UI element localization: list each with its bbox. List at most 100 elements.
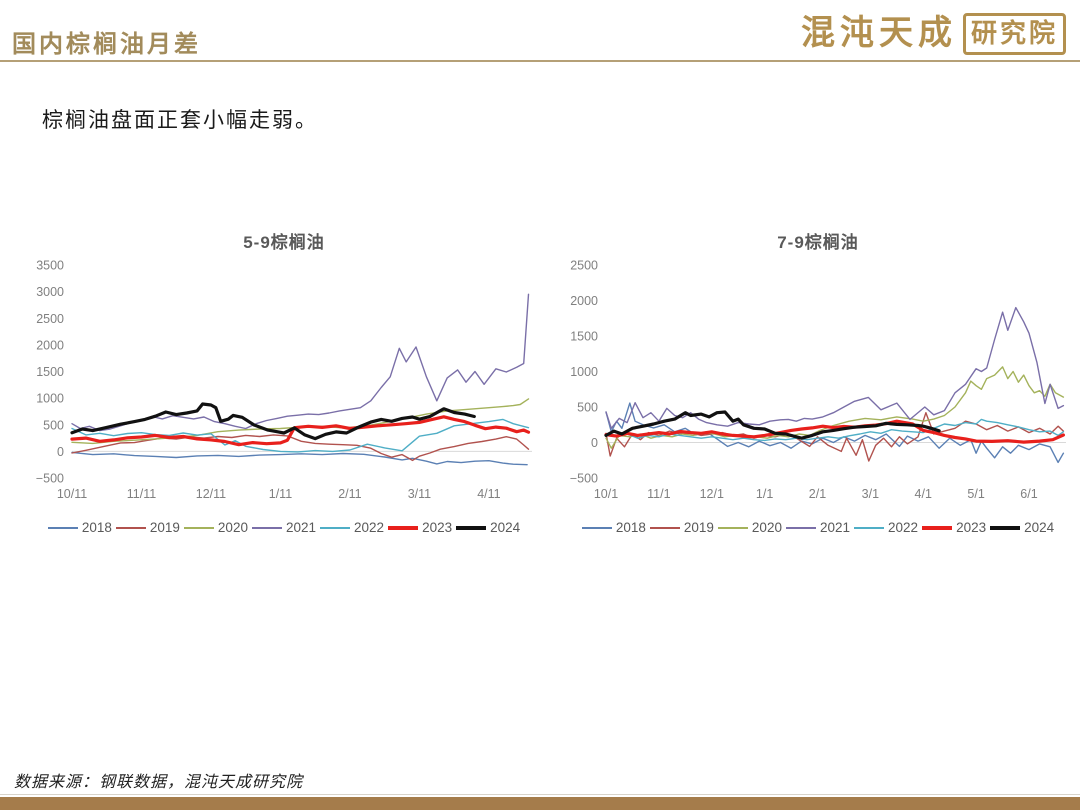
x-axis-tick-label: 4/1	[915, 487, 932, 501]
summary-text: 棕榈油盘面正套小幅走弱。	[42, 108, 318, 132]
legend-item-2023: 2023	[388, 520, 452, 535]
y-axis-tick-label: 500	[577, 401, 598, 415]
legend-line-swatch-2019	[649, 526, 680, 529]
series-line-2023	[70, 415, 531, 447]
logo-brand-text: 混沌天成	[800, 15, 957, 52]
legend-line-swatch-2020	[717, 526, 748, 529]
legend-line-swatch-2024	[990, 525, 1021, 530]
x-axis-tick-label: 12/11	[196, 487, 226, 501]
legend-item-2020: 2020	[717, 520, 782, 535]
page-title: 国内棕榈油月差	[12, 32, 201, 58]
legend-item-2022: 2022	[320, 520, 384, 535]
y-axis-tick-label: −500	[36, 472, 64, 486]
series-line-2024	[70, 402, 476, 441]
data-source-note: 数据来源：钢联数据，混沌天成研究院	[14, 774, 304, 791]
x-axis-tick-label: 1/11	[269, 487, 292, 501]
legend-item-2021: 2021	[785, 520, 851, 535]
footer-divider	[0, 794, 1080, 795]
x-axis-tick-label: 2/1	[809, 487, 826, 501]
footer-gold-bar	[0, 797, 1080, 810]
x-axis-tick-label: 10/11	[57, 487, 87, 501]
y-axis-tick-label: 2500	[36, 312, 64, 326]
x-axis-tick-label: 11/1	[647, 487, 670, 501]
legend-line-swatch-2023	[388, 525, 419, 530]
legend-label-2023: 2023	[422, 520, 453, 535]
series-line-2022	[605, 418, 1065, 442]
legend-label-2020: 2020	[217, 520, 248, 535]
series-line-2022	[71, 418, 530, 453]
legend-label-2018: 2018	[81, 520, 112, 535]
series-line-2018	[71, 451, 528, 466]
x-axis-tick-label: 2/11	[338, 487, 361, 501]
y-axis-tick-label: 2000	[570, 294, 598, 308]
chart-legend: 2018 2019 2020 2021 2022 2023 2024	[28, 520, 540, 535]
x-axis-tick-label: 10/1	[594, 487, 618, 501]
legend-item-2024: 2024	[990, 520, 1054, 535]
legend-item-2019: 2019	[115, 520, 180, 535]
series-line-2024	[604, 410, 941, 440]
chart-7-9-palm-oil: 7-9棕榈油 2500 2000 1500 1000 500 0 −500 10/1 11/1 1…	[562, 230, 1074, 535]
legend-item-2024: 2024	[456, 520, 520, 535]
legend-label-2021: 2021	[285, 520, 317, 535]
y-axis-tick-label: 2000	[36, 338, 64, 352]
legend-line-swatch-2023	[922, 525, 953, 530]
y-axis-tick-label: 1500	[36, 365, 64, 379]
series-line-2019	[605, 411, 1065, 462]
legend-label-2022: 2022	[888, 520, 919, 535]
legend-line-swatch-2021	[251, 526, 282, 529]
x-axis-tick-label: 4/11	[477, 487, 500, 501]
x-axis-tick-label: 3/11	[408, 487, 431, 501]
y-axis-tick-label: 2500	[570, 259, 598, 273]
y-axis-tick-label: 3000	[36, 285, 64, 299]
x-axis-tick-label: 5/1	[967, 487, 984, 501]
legend-line-swatch-2022	[320, 526, 351, 529]
legend-item-2019: 2019	[649, 520, 714, 535]
x-axis-tick-label: 12/1	[700, 487, 724, 501]
legend-label-2023: 2023	[956, 520, 987, 535]
y-axis-tick-label: 0	[57, 445, 64, 459]
chart-5-9-palm-oil: 5-9棕榈油 3500 3000 2500 2000 1500 1000 500 0 −500 1…	[28, 230, 540, 535]
x-axis-tick-label: 1/1	[756, 487, 773, 501]
y-axis-tick-label: 500	[43, 418, 64, 432]
company-logo: 混沌天成 研究院	[801, 12, 1066, 56]
legend-line-swatch-2019	[115, 526, 146, 529]
legend-label-2022: 2022	[354, 520, 385, 535]
x-axis-tick-label: 11/11	[127, 487, 156, 501]
header-underline	[0, 60, 1080, 62]
series-line-2021	[605, 306, 1065, 430]
legend-line-swatch-2018	[47, 526, 78, 529]
series-line-2018	[605, 402, 1065, 464]
chart-title: 5-9棕榈油	[243, 233, 325, 252]
legend-line-swatch-2024	[456, 525, 487, 530]
legend-label-2024: 2024	[490, 520, 521, 535]
y-axis-tick-label: 1000	[570, 365, 598, 379]
legend-item-2023: 2023	[922, 520, 986, 535]
y-axis-tick-label: 0	[591, 436, 598, 450]
legend-label-2021: 2021	[819, 520, 851, 535]
legend-line-swatch-2022	[854, 526, 885, 529]
chart-legend: 2018 2019 2020 2021 2022 2023 2024	[562, 520, 1074, 535]
legend-line-swatch-2020	[183, 526, 214, 529]
legend-label-2018: 2018	[615, 520, 646, 535]
legend-item-2018: 2018	[47, 520, 112, 535]
y-axis-tick-label: 3500	[36, 259, 64, 273]
legend-label-2024: 2024	[1024, 520, 1055, 535]
y-axis-tick-label: −500	[570, 472, 598, 486]
legend-line-swatch-2018	[581, 526, 612, 529]
series-line-2019	[71, 434, 530, 462]
legend-label-2019: 2019	[149, 520, 180, 535]
legend-line-swatch-2021	[785, 526, 816, 529]
x-axis-tick-label: 6/1	[1020, 487, 1037, 501]
legend-label-2020: 2020	[751, 520, 782, 535]
legend-item-2021: 2021	[251, 520, 317, 535]
logo-seal-box: 研究院	[962, 13, 1066, 55]
legend-item-2018: 2018	[581, 520, 646, 535]
x-axis-tick-label: 3/1	[862, 487, 879, 501]
chart-title: 7-9棕榈油	[777, 233, 859, 252]
series-line-2023	[604, 419, 1065, 444]
legend-item-2020: 2020	[183, 520, 248, 535]
series-line-2020	[605, 366, 1065, 449]
